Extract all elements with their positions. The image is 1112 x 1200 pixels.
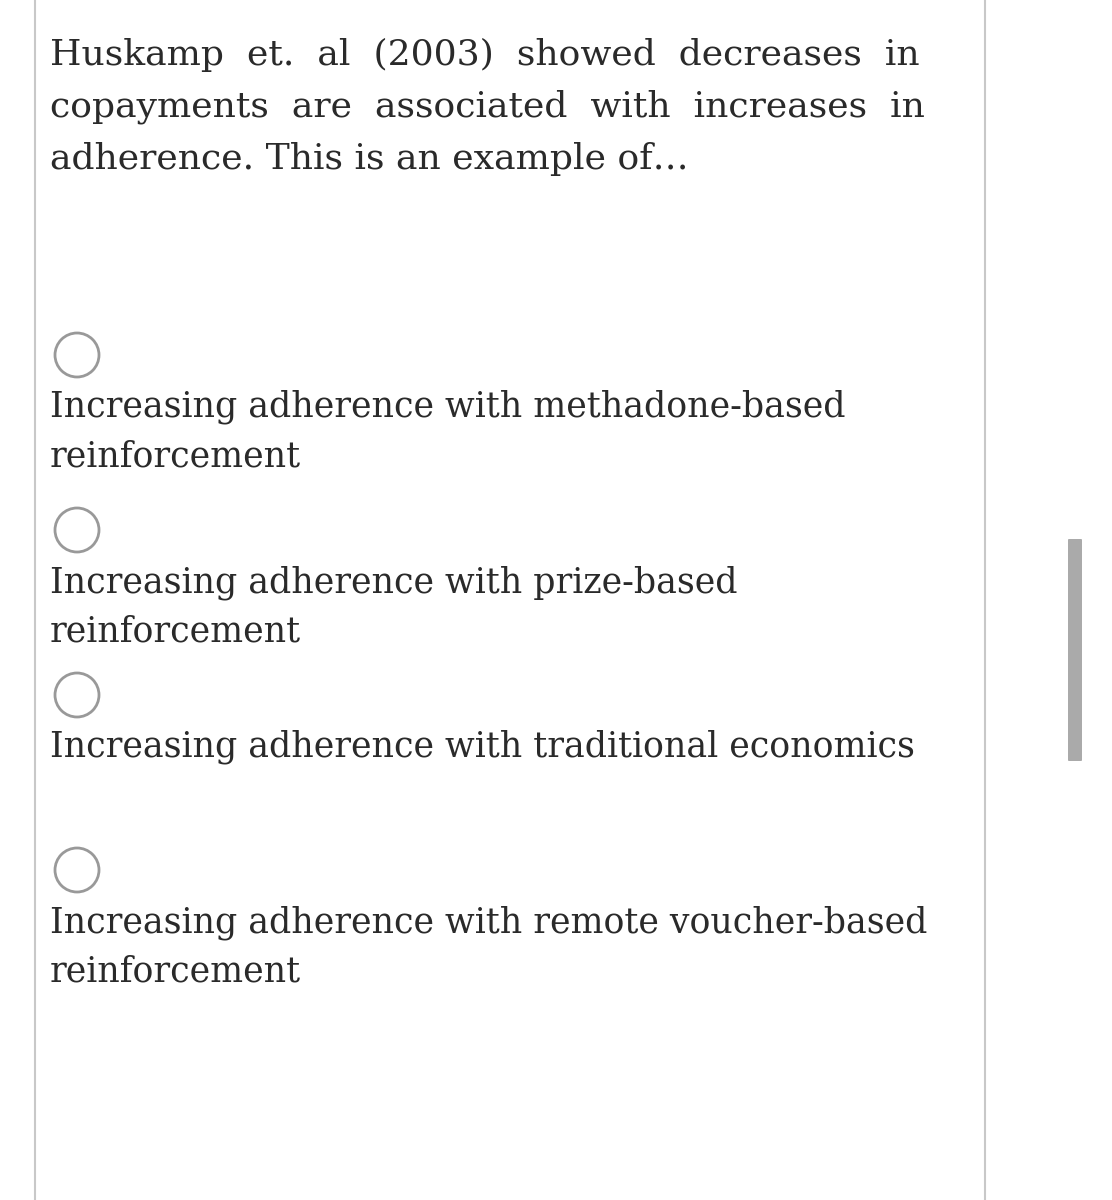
FancyBboxPatch shape bbox=[1068, 539, 1082, 761]
Circle shape bbox=[54, 673, 99, 716]
Text: Huskamp  et.  al  (2003)  showed  decreases  in: Huskamp et. al (2003) showed decreases i… bbox=[50, 38, 920, 72]
Text: adherence. This is an example of…: adherence. This is an example of… bbox=[50, 142, 688, 176]
Circle shape bbox=[54, 508, 99, 552]
Text: Increasing adherence with methadone-based
reinforcement: Increasing adherence with methadone-base… bbox=[50, 390, 845, 473]
Text: Increasing adherence with prize-based
reinforcement: Increasing adherence with prize-based re… bbox=[50, 565, 737, 648]
Circle shape bbox=[54, 848, 99, 892]
Circle shape bbox=[54, 332, 99, 377]
Text: copayments  are  associated  with  increases  in: copayments are associated with increases… bbox=[50, 90, 925, 125]
Text: Increasing adherence with remote voucher-based
reinforcement: Increasing adherence with remote voucher… bbox=[50, 905, 927, 989]
Text: Increasing adherence with traditional economics: Increasing adherence with traditional ec… bbox=[50, 730, 915, 764]
